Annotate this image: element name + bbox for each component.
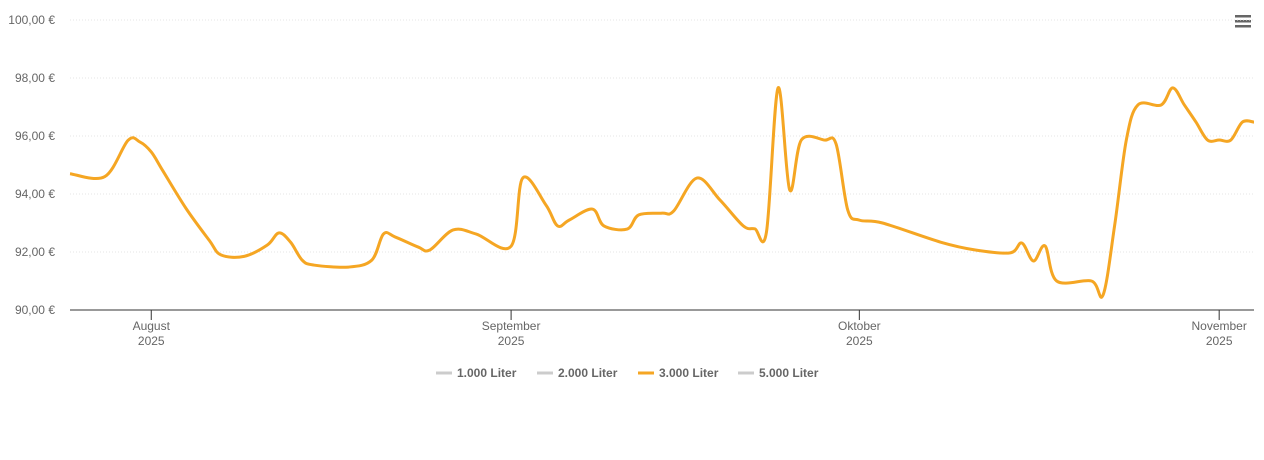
legend: 1.000 Liter 2.000 Liter 3.000 Liter 5.000 L… <box>436 366 819 380</box>
y-tick-label: 94,00 € <box>15 187 55 201</box>
legend-label: 5.000 Liter <box>759 366 819 380</box>
x-tick-label: Oktober 2025 <box>838 319 881 348</box>
legend-label: 2.000 Liter <box>558 366 618 380</box>
menu-bar <box>1235 25 1251 28</box>
legend-label: 1.000 Liter <box>457 366 517 380</box>
menu-bar <box>1235 20 1251 23</box>
y-tick-label: 92,00 € <box>15 245 55 259</box>
legend-item[interactable]: 1.000 Liter <box>436 366 517 380</box>
legend-item[interactable]: 2.000 Liter <box>537 366 618 380</box>
legend-item[interactable]: 3.000 Liter <box>638 366 719 380</box>
y-tick-label: 100,00 € <box>8 13 55 27</box>
x-tick-label: August 2025 <box>133 319 171 348</box>
y-tick-label: 90,00 € <box>15 303 55 317</box>
menu-bar <box>1235 15 1251 18</box>
legend-item[interactable]: 5.000 Liter <box>738 366 819 380</box>
x-tick-label: September 2025 <box>482 319 541 348</box>
menu-button[interactable] <box>1235 15 1251 28</box>
price-line <box>69 86 1255 299</box>
y-tick-label: 96,00 € <box>15 129 55 143</box>
x-tick-label: November 2025 <box>1191 319 1246 348</box>
y-tick-label: 98,00 € <box>15 71 55 85</box>
legend-label: 3.000 Liter <box>659 366 719 380</box>
